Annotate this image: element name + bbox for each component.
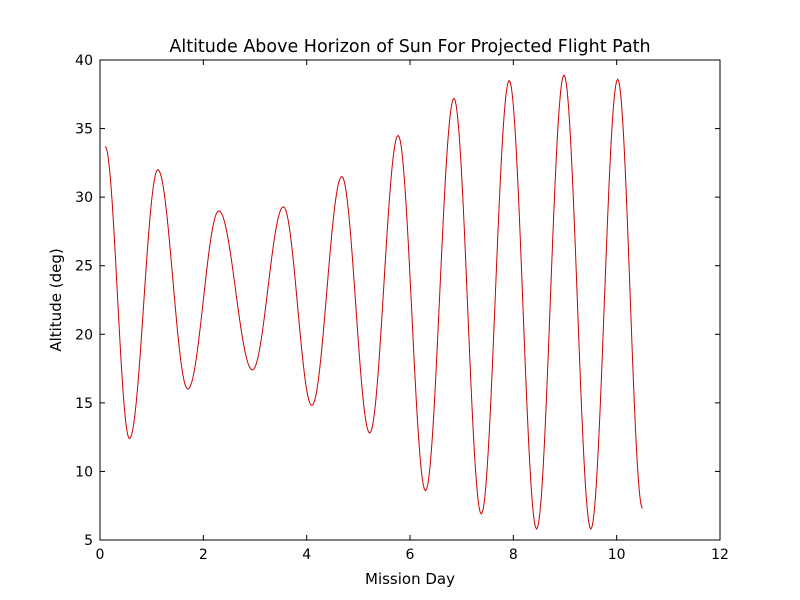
x-tick-label: 8	[509, 547, 518, 563]
x-tick-label: 10	[608, 547, 626, 563]
x-tick-label: 2	[199, 547, 208, 563]
x-tick-label: 12	[711, 547, 729, 563]
x-tick-label: 4	[302, 547, 311, 563]
y-tick-label: 5	[84, 533, 93, 549]
y-tick-label: 15	[75, 396, 93, 412]
plot-area: 0 2 4 6 8 10 12 5 10 15 20 25 30 35 40	[75, 53, 729, 563]
series-line-0	[104, 74, 643, 531]
series-layer	[104, 74, 643, 531]
y-axis-title: Altitude (deg)	[47, 248, 65, 351]
y-tick-label: 35	[75, 122, 93, 138]
x-tick-label: 0	[96, 547, 105, 563]
chart-title: Altitude Above Horizon of Sun For Projec…	[169, 37, 650, 57]
y-tick-label: 20	[75, 327, 93, 343]
y-tick-label: 30	[75, 190, 93, 206]
plot-frame	[99, 59, 721, 541]
y-tick-label: 25	[75, 259, 93, 275]
y-tick-label: 40	[75, 53, 93, 69]
x-tick-label: 6	[406, 547, 415, 563]
y-tick-label: 10	[75, 464, 93, 480]
x-axis-title: Mission Day	[365, 570, 455, 588]
ticks-layer: 0 2 4 6 8 10 12 5 10 15 20 25 30 35 40	[75, 53, 729, 563]
